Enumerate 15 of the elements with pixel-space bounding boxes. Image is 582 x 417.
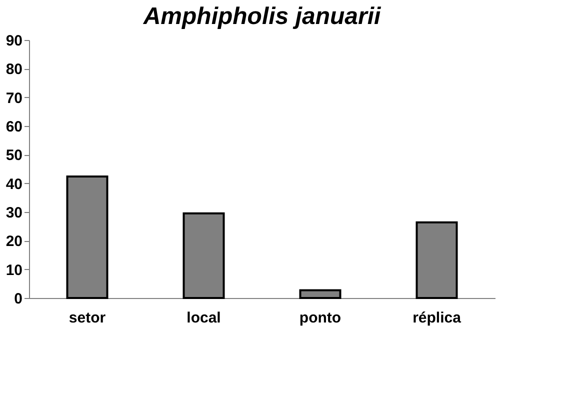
y-tick-label: 40: [6, 176, 22, 193]
y-tick-label: 30: [6, 204, 22, 222]
x-tick-label: ponto: [299, 310, 342, 326]
y-tick-label: 0: [14, 290, 22, 308]
y-tick-label: 60: [6, 118, 22, 136]
y-tick-label: 70: [6, 90, 22, 107]
x-tick-label: réplica: [412, 310, 462, 326]
y-tick-label: 50: [6, 147, 22, 164]
x-tick-label: local: [186, 310, 221, 326]
chart-title: Amphipholis januarii: [142, 3, 382, 30]
y-tick-label: 20: [6, 233, 22, 250]
y-tick-label: 90: [6, 32, 22, 50]
x-tick-label: setor: [68, 310, 106, 326]
y-tick-label: 80: [6, 61, 22, 78]
y-tick-label: 10: [6, 262, 22, 279]
